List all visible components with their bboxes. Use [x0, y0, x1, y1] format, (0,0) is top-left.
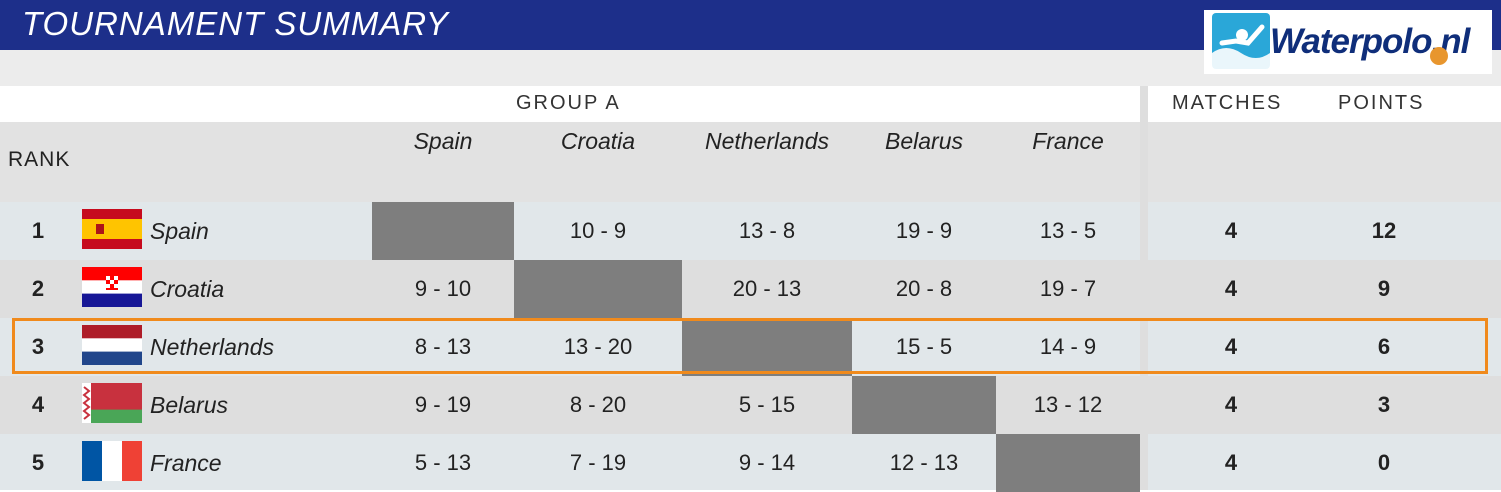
score-cell: 13 - 8 [738, 218, 796, 243]
column-header-netherlands: Netherlands [704, 128, 830, 154]
score-cell: 5 - 15 [738, 392, 796, 417]
rank-cell: 4 [31, 392, 45, 417]
column-header-bg [0, 122, 1140, 202]
stats-column-header-bg [1148, 122, 1501, 202]
group-label: GROUP A [516, 92, 621, 114]
score-cell: 7 - 19 [569, 450, 627, 475]
score-cell: 20 - 8 [895, 276, 953, 301]
self-match-block [682, 318, 852, 376]
page-title: TOURNAMENT SUMMARY [22, 5, 449, 42]
team-name: Belarus [150, 392, 228, 418]
team-name: Croatia [150, 276, 225, 302]
score-cell: 20 - 13 [732, 276, 802, 301]
rank-cell: 1 [31, 218, 45, 243]
self-match-block [852, 376, 996, 434]
rank-cell: 5 [31, 450, 45, 475]
score-cell: 9 - 10 [414, 276, 472, 301]
table-row-highlighted[interactable]: 3 Netherlands 8 - 13 13 - 20 15 - 5 14 -… [0, 318, 1501, 376]
waterpolo-player-icon [1212, 13, 1270, 69]
ball-icon [1430, 47, 1448, 65]
score-cell: 19 - 7 [1039, 276, 1097, 301]
score-cell: 15 - 5 [895, 334, 953, 359]
table-row[interactable]: 1 Spain 10 - 9 13 - 8 19 - 9 13 - 5 4 12 [0, 202, 1501, 260]
team-name: Netherlands [150, 334, 275, 360]
netherlands-flag-icon [82, 325, 142, 365]
croatia-flag-icon [82, 267, 142, 307]
rank-label: RANK [8, 148, 71, 171]
score-cell: 8 - 20 [569, 392, 627, 417]
column-header-france: France [1032, 128, 1104, 154]
table-row[interactable]: 4 Belarus 9 - 19 8 - 20 5 - 15 13 - 12 4… [0, 376, 1501, 434]
matches-cell: 4 [1224, 276, 1238, 301]
matches-cell: 4 [1224, 392, 1238, 417]
spain-flag-icon [82, 209, 142, 249]
score-cell: 13 - 20 [563, 334, 633, 359]
score-cell: 19 - 9 [895, 218, 953, 243]
score-cell: 14 - 9 [1039, 334, 1097, 359]
matches-cell: 4 [1224, 218, 1238, 243]
points-cell: 3 [1377, 392, 1391, 417]
points-cell: 9 [1377, 276, 1391, 301]
france-flag-icon [82, 441, 142, 481]
points-cell: 12 [1371, 218, 1397, 243]
points-label: POINTS [1338, 92, 1425, 114]
team-name: Spain [150, 218, 209, 244]
column-header-croatia: Croatia [560, 128, 636, 154]
score-cell: 13 - 12 [1033, 392, 1103, 417]
team-name: France [150, 450, 222, 476]
rank-cell: 2 [31, 276, 45, 301]
points-cell: 0 [1377, 450, 1391, 475]
column-header-belarus: Belarus [885, 128, 963, 154]
score-cell: 8 - 13 [414, 334, 472, 359]
matches-label: MATCHES [1172, 92, 1283, 114]
table-row[interactable]: 2 Croatia 9 - 10 20 - 13 20 - 8 19 - 7 4… [0, 260, 1501, 318]
score-cell: 10 - 9 [569, 218, 627, 243]
stats-header [1148, 86, 1501, 122]
score-cell: 12 - 13 [889, 450, 959, 475]
points-cell: 6 [1377, 334, 1391, 359]
matches-cell: 4 [1224, 450, 1238, 475]
score-cell: 13 - 5 [1039, 218, 1097, 243]
group-header [0, 86, 1140, 122]
rank-cell: 3 [31, 334, 45, 359]
self-match-block [996, 434, 1140, 492]
score-cell: 9 - 14 [738, 450, 796, 475]
waterpolo-logo[interactable]: Waterpolo.nl [1204, 10, 1492, 74]
score-cell: 5 - 13 [414, 450, 472, 475]
matches-cell: 4 [1224, 334, 1238, 359]
belarus-flag-icon [82, 383, 142, 423]
self-match-block [514, 260, 682, 318]
self-match-block [372, 202, 514, 260]
table-row[interactable]: 5 France 5 - 13 7 - 19 9 - 14 12 - 13 4 … [0, 434, 1501, 492]
score-cell: 9 - 19 [414, 392, 472, 417]
column-header-spain: Spain [413, 128, 473, 154]
column-separator [1140, 86, 1148, 490]
